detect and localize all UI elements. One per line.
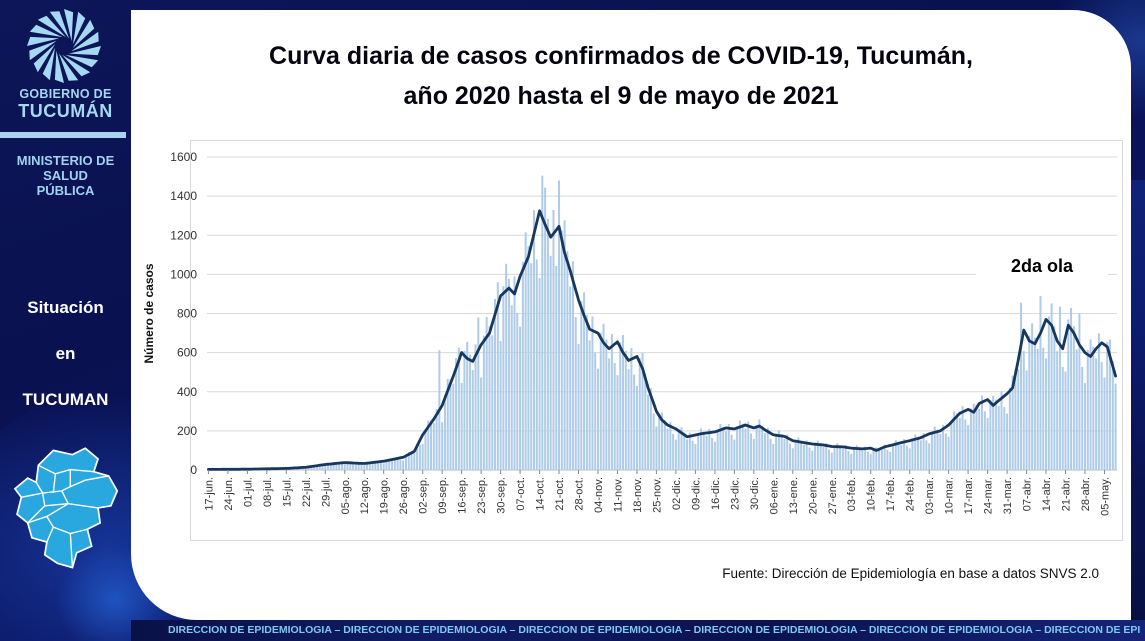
situacion-line2: en — [55, 344, 76, 363]
ministerio-line1: MINISTERIO DE — [16, 153, 115, 168]
svg-text:30-sep.: 30-sep. — [496, 477, 508, 514]
svg-text:29-jul.: 29-jul. — [320, 477, 332, 507]
footer-marquee: DIRECCION DE EPIDEMIOLOGIA – DIRECCION D… — [131, 620, 1145, 641]
svg-text:17-mar.: 17-mar. — [963, 477, 975, 514]
svg-text:06-ene.: 06-ene. — [768, 477, 780, 514]
page-title-line2: año 2020 hasta el 9 de mayo de 2021 — [403, 82, 839, 110]
ministerio-line3: PÚBLICA — [36, 183, 95, 198]
second-wave-annotation: 2da ola — [976, 256, 1108, 277]
svg-text:04-nov.: 04-nov. — [593, 477, 605, 513]
svg-text:16-sep.: 16-sep. — [457, 477, 469, 514]
svg-text:1200: 1200 — [170, 228, 197, 242]
svg-text:02-sep.: 02-sep. — [418, 477, 430, 514]
svg-text:05-ago.: 05-ago. — [340, 477, 352, 514]
svg-text:10-mar.: 10-mar. — [944, 477, 956, 514]
svg-text:19-ago.: 19-ago. — [379, 477, 391, 514]
svg-text:16-dic.: 16-dic. — [710, 477, 722, 510]
svg-text:Número de casos: Número de casos — [142, 263, 156, 363]
svg-text:03-feb.: 03-feb. — [846, 477, 858, 511]
tucuman-province-map — [6, 444, 124, 574]
svg-text:21-oct.: 21-oct. — [554, 477, 566, 511]
svg-text:12-ago.: 12-ago. — [359, 477, 371, 514]
svg-text:01-jul.: 01-jul. — [242, 477, 254, 507]
svg-text:03-mar.: 03-mar. — [924, 477, 936, 514]
svg-text:1000: 1000 — [170, 267, 197, 281]
svg-text:200: 200 — [177, 424, 197, 438]
svg-text:24-mar.: 24-mar. — [983, 477, 995, 514]
svg-text:07-abr.: 07-abr. — [1022, 477, 1034, 511]
svg-text:22-jul.: 22-jul. — [301, 477, 313, 507]
svg-text:20-ene.: 20-ene. — [807, 477, 819, 514]
svg-text:17-jun.: 17-jun. — [203, 477, 215, 511]
situacion-line1: Situación — [27, 298, 104, 317]
svg-text:21-abr.: 21-abr. — [1061, 477, 1073, 511]
gobierno-label: GOBIERNO DE — [19, 87, 112, 101]
svg-text:24-feb.: 24-feb. — [905, 477, 917, 511]
svg-text:15-jul.: 15-jul. — [281, 477, 293, 507]
svg-text:1600: 1600 — [170, 150, 197, 164]
svg-text:02-dic.: 02-dic. — [671, 477, 683, 510]
situacion-line3: TUCUMAN — [22, 390, 109, 409]
government-pinwheel-logo-icon — [24, 6, 104, 86]
svg-text:11-nov.: 11-nov. — [613, 477, 625, 512]
ministerio-label: MINISTERIO DE SALUD PÚBLICA — [0, 153, 131, 198]
sidebar-divider — [0, 132, 126, 138]
svg-text:800: 800 — [177, 307, 197, 321]
svg-text:07-oct.: 07-oct. — [515, 477, 527, 511]
svg-text:18-nov.: 18-nov. — [632, 477, 644, 513]
source-caption: Fuente: Dirección de Epidemiología en ba… — [722, 566, 1099, 581]
ministerio-line2: SALUD — [43, 168, 88, 183]
svg-text:0: 0 — [190, 463, 197, 477]
svg-text:05-may.: 05-may. — [1100, 477, 1112, 516]
page-title-line1: Curva diaria de casos confirmados de COV… — [269, 42, 973, 70]
svg-text:400: 400 — [177, 385, 197, 399]
svg-text:1400: 1400 — [170, 189, 197, 203]
covid-daily-cases-chart: 0 200 400 600 800 1000 1200 1400 1600 17-jun. 24-j… — [131, 130, 1131, 560]
svg-text:31-mar.: 31-mar. — [1002, 477, 1014, 514]
svg-text:25-nov.: 25-nov. — [651, 477, 663, 513]
svg-text:23-sep.: 23-sep. — [476, 477, 488, 514]
page-title: Curva diaria de casos confirmados de COV… — [201, 36, 1041, 116]
svg-text:10-feb.: 10-feb. — [866, 477, 878, 511]
svg-text:26-ago.: 26-ago. — [398, 477, 410, 514]
svg-text:27-ene.: 27-ene. — [827, 477, 839, 514]
svg-text:13-ene.: 13-ene. — [788, 477, 800, 514]
svg-text:14-abr.: 14-abr. — [1041, 477, 1053, 511]
svg-text:24-jun.: 24-jun. — [223, 477, 235, 511]
sidebar: GOBIERNO DE TUCUMÁN MINISTERIO DE SALUD … — [0, 0, 131, 641]
svg-text:14-oct.: 14-oct. — [535, 477, 547, 511]
svg-text:09-sep.: 09-sep. — [437, 477, 449, 514]
svg-text:08-jul.: 08-jul. — [262, 477, 274, 507]
tucuman-label: TUCUMÁN — [18, 101, 113, 121]
svg-text:17-feb.: 17-feb. — [885, 477, 897, 511]
svg-text:23-dic.: 23-dic. — [729, 477, 741, 510]
svg-text:30-dic.: 30-dic. — [749, 477, 761, 510]
svg-text:28-abr.: 28-abr. — [1080, 477, 1092, 511]
svg-text:600: 600 — [177, 346, 197, 360]
svg-text:09-dic.: 09-dic. — [690, 477, 702, 510]
svg-text:28-oct.: 28-oct. — [574, 477, 586, 511]
content-card: Curva diaria de casos confirmados de COV… — [131, 10, 1131, 620]
situacion-title: Situación en TUCUMAN — [0, 298, 131, 436]
